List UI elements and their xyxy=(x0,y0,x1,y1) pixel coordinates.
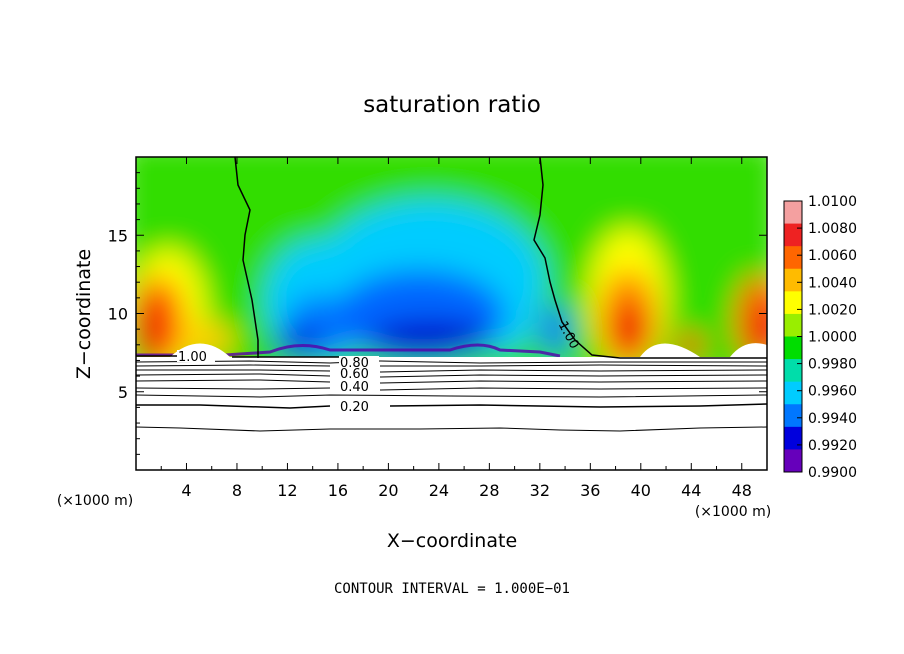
x-unit-label-left: (×1000 m) xyxy=(57,493,133,509)
contour-0.40 xyxy=(136,387,767,391)
x-tick-label: 40 xyxy=(631,481,651,500)
x-tick-label: 24 xyxy=(429,481,449,500)
colorbar: 1.0100 1.0080 1.0060 1.0040 1.0020 1.0000 0.99… xyxy=(783,194,857,481)
x-tick-label: 4 xyxy=(181,481,191,500)
colorbar-label: 1.0040 xyxy=(808,275,857,291)
x-unit-label-right: (×1000 m) xyxy=(695,504,771,520)
colorbar-label: 1.0100 xyxy=(808,194,857,210)
x-axis: 4 8 12 16 20 24 28 32 36 40 44 48 xyxy=(160,157,752,500)
colorbar-swatch xyxy=(784,359,802,383)
contour-1.00-right xyxy=(533,157,767,359)
contour-0.50 xyxy=(136,379,767,384)
contour-0.80 xyxy=(136,364,767,367)
colorbar-swatch xyxy=(784,223,802,247)
colorbar-label: 0.9900 xyxy=(808,465,857,481)
contour-interval-note: CONTOUR INTERVAL = 1.000E−01 xyxy=(334,581,570,597)
colorbar-swatch xyxy=(784,246,802,270)
contour-0.90 xyxy=(136,360,767,364)
x-axis-label: X−coordinate xyxy=(387,530,517,552)
contour-0.10 xyxy=(136,426,767,432)
contour-1.00-base xyxy=(136,355,340,358)
colorbar-swatch xyxy=(784,201,802,225)
colorbar-swatch xyxy=(784,449,802,473)
colorbar-swatch xyxy=(784,404,802,428)
x-tick-label: 32 xyxy=(530,481,550,500)
x-tick-label: 20 xyxy=(378,481,398,500)
contour-0.60 xyxy=(136,373,767,378)
contour-label-1.00: 1.00 xyxy=(178,350,207,365)
y-axis-label: Z−coordinate xyxy=(73,249,95,379)
contour-0.30 xyxy=(136,394,767,398)
colorbar-swatch xyxy=(784,426,802,450)
x-tick-label: 48 xyxy=(732,481,752,500)
colorbar-label: 1.0060 xyxy=(808,248,857,264)
x-tick-label: 28 xyxy=(479,481,499,500)
contour-0.70 xyxy=(136,369,767,373)
contour-label-0.80: 0.80 xyxy=(340,356,369,371)
contour-1.00-left xyxy=(234,157,259,358)
colorbar-label: 1.0000 xyxy=(808,330,857,346)
x-tick-label: 12 xyxy=(277,481,297,500)
x-tick-label: 8 xyxy=(232,481,242,500)
colorbar-label: 0.9980 xyxy=(808,357,857,373)
plot-area: 1.00 1.00 0.80 0.60 0.40 0.20 xyxy=(136,157,767,470)
y-tick-label: 5 xyxy=(118,383,128,402)
colorbar-swatch xyxy=(784,313,802,337)
contour-lines xyxy=(136,157,767,432)
colorbar-label: 0.9960 xyxy=(808,384,857,400)
colorbar-swatch xyxy=(784,268,802,292)
colorbar-swatch xyxy=(784,291,802,315)
colorbar-label: 1.0080 xyxy=(808,221,857,237)
x-tick-label: 16 xyxy=(328,481,348,500)
contour-label-0.20: 0.20 xyxy=(340,400,369,415)
colorbar-swatch xyxy=(784,381,802,405)
colorbar-label: 0.9940 xyxy=(808,411,857,427)
y-axis: 5 10 15 xyxy=(108,172,767,455)
contour-0.20 xyxy=(136,403,767,409)
colorbar-swatch xyxy=(784,336,802,360)
y-tick-label: 10 xyxy=(108,305,128,324)
contour-labels: 1.00 1.00 0.80 0.60 0.40 0.20 xyxy=(177,319,582,415)
contour-label-0.40: 0.40 xyxy=(340,380,369,395)
colorbar-label: 0.9920 xyxy=(808,438,857,454)
saturation-field xyxy=(136,157,767,357)
chart-title: saturation ratio xyxy=(363,92,541,118)
x-tick-label: 36 xyxy=(580,481,600,500)
colorbar-label: 1.0020 xyxy=(808,302,857,318)
y-tick-label: 15 xyxy=(108,226,128,245)
x-tick-label: 44 xyxy=(681,481,701,500)
contour-label-0.60: 0.60 xyxy=(340,367,369,382)
